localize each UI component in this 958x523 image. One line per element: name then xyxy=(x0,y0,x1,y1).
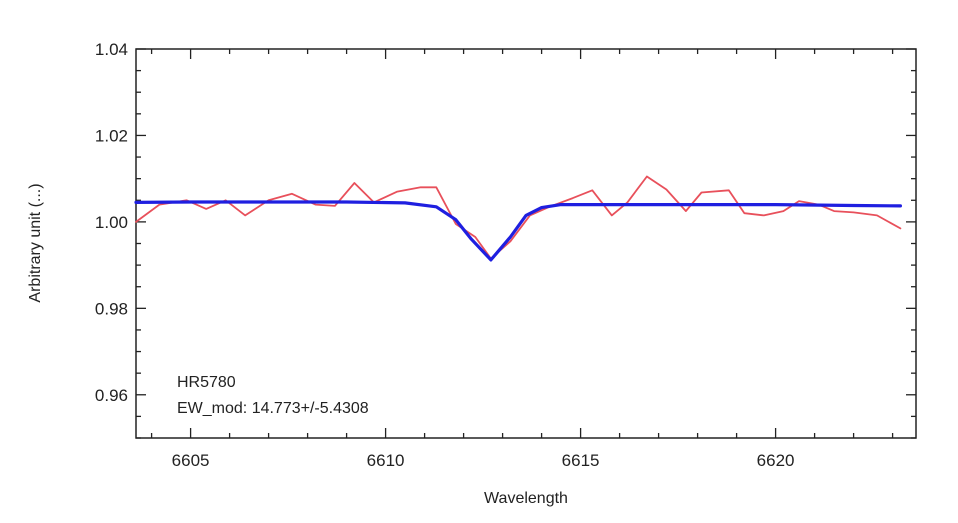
axis-tick-labels: 6605 6610 6615 6620 0.96 0.98 1.00 1.02 1.04 xyxy=(95,40,795,470)
series-layer xyxy=(134,175,903,262)
y-tick-label: 1.02 xyxy=(95,126,128,145)
model-fit-line xyxy=(134,200,903,262)
x-tick-label: 6615 xyxy=(562,451,600,470)
y-tick-label: 0.98 xyxy=(95,299,128,318)
x-tick-label: 6605 xyxy=(172,451,210,470)
observed-spectrum-line xyxy=(135,175,902,260)
y-axis-title: Arbitrary unit (...) xyxy=(27,183,44,302)
axis-ticks xyxy=(136,48,916,439)
y-tick-label: 0.96 xyxy=(95,386,128,405)
x-tick-label: 6620 xyxy=(757,451,795,470)
x-tick-label: 6610 xyxy=(367,451,405,470)
equivalent-width-annotation: EW_mod: 14.773+/-5.4308 xyxy=(177,400,369,417)
y-tick-label: 1.00 xyxy=(95,213,128,232)
y-tick-label: 1.04 xyxy=(95,40,128,59)
x-axis-title: Wavelength xyxy=(484,490,568,507)
star-name-annotation: HR5780 xyxy=(177,374,236,391)
plot-frame xyxy=(135,48,917,439)
